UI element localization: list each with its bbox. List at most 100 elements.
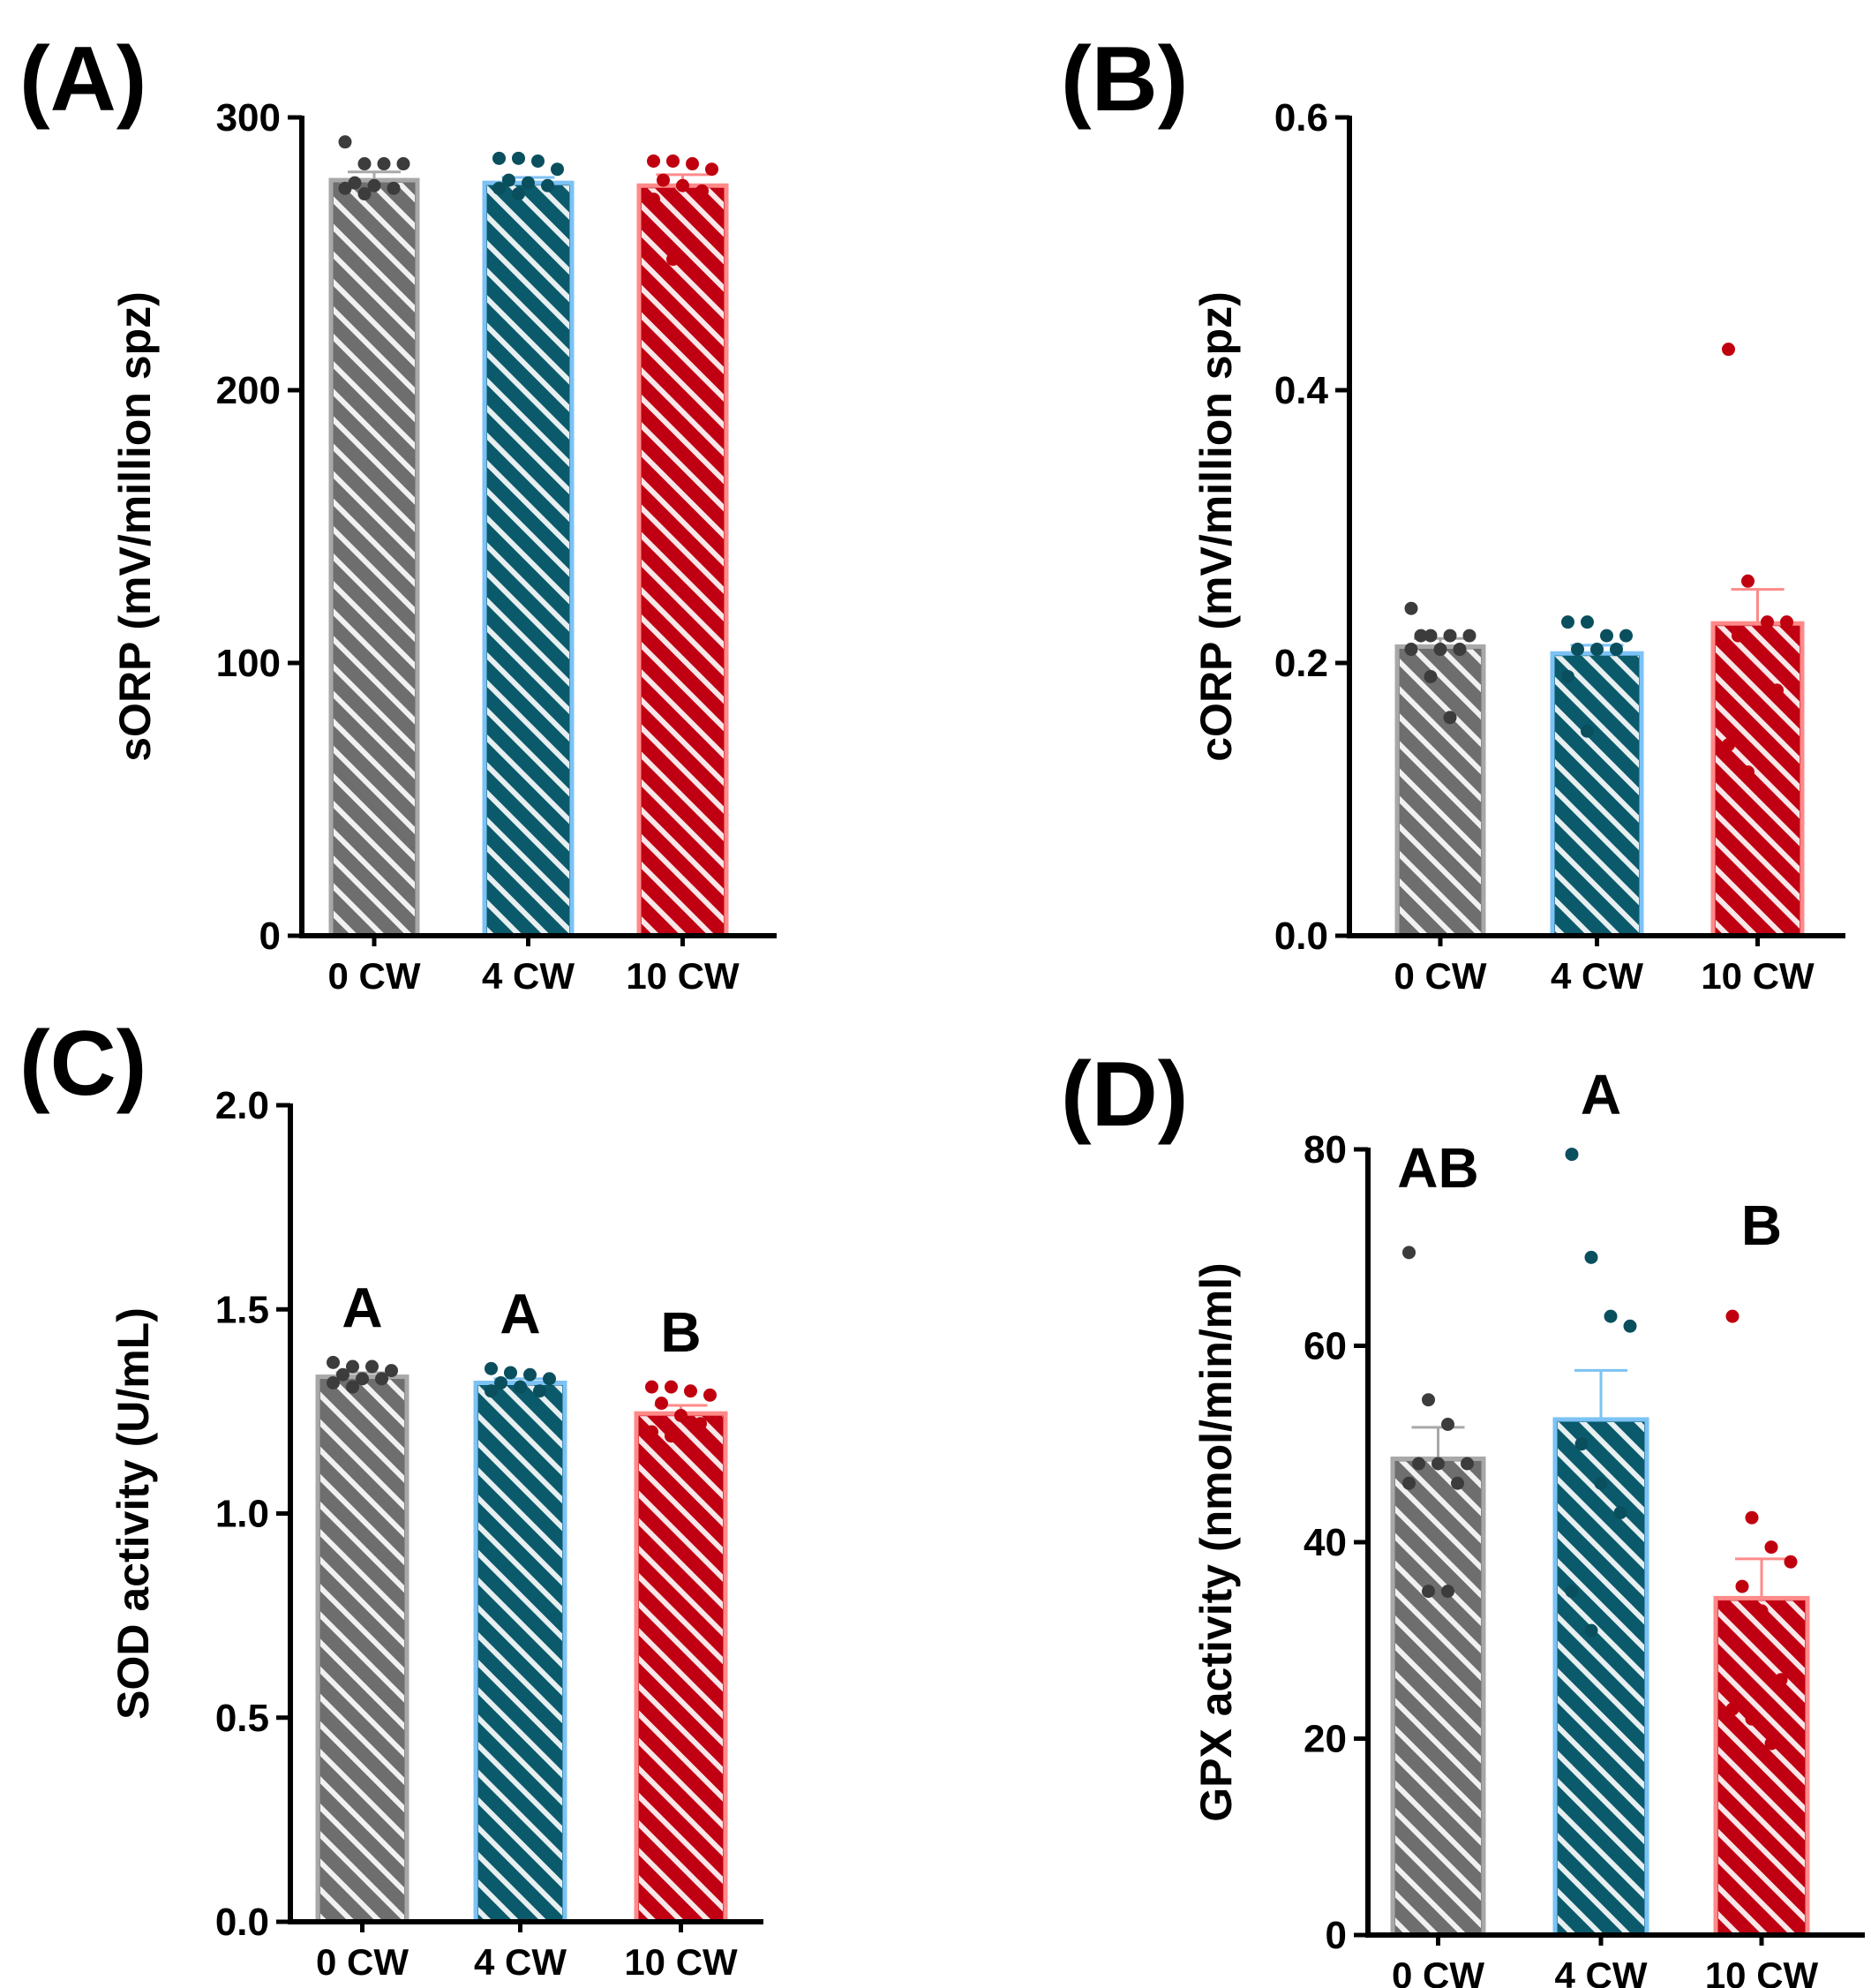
data-point xyxy=(1443,711,1457,725)
data-point xyxy=(1764,1736,1778,1751)
y-tick-label: 20 xyxy=(1304,1718,1347,1761)
data-point xyxy=(1433,643,1447,657)
panel-label: (B) xyxy=(1061,28,1188,131)
bar-hatch-1 xyxy=(478,1385,562,1919)
data-point xyxy=(684,1384,697,1398)
data-point xyxy=(694,1417,707,1431)
data-point xyxy=(385,1364,398,1378)
chart-panel-c: (C) SOD activity (U/mL) 0 CW A 4 CW A 10 CW B 0.… xyxy=(19,1013,763,1983)
data-point xyxy=(531,154,545,168)
x-tick-label: 10 CW xyxy=(626,955,740,997)
data-point xyxy=(396,157,410,171)
data-point xyxy=(674,1409,688,1422)
data-point xyxy=(655,1397,668,1411)
data-point xyxy=(1732,629,1745,643)
y-tick-label: 0 xyxy=(259,915,281,958)
data-point xyxy=(1735,1579,1749,1593)
data-point xyxy=(1462,629,1477,643)
data-point xyxy=(703,1388,717,1402)
data-point xyxy=(1561,669,1574,683)
data-point xyxy=(365,1359,379,1374)
y-tick-label: 40 xyxy=(1304,1521,1347,1564)
y-axis-label: SOD activity (U/mL) xyxy=(109,1307,158,1720)
bar-hatch-1 xyxy=(487,185,569,933)
panel-label: (D) xyxy=(1061,1043,1188,1146)
data-point xyxy=(492,181,506,195)
data-point xyxy=(676,178,689,192)
data-point xyxy=(1584,1623,1598,1638)
data-point xyxy=(1581,615,1594,629)
x-tick-label: 4 CW xyxy=(474,1941,567,1983)
x-tick-label: 0 CW xyxy=(316,1941,409,1983)
data-point xyxy=(665,1429,678,1443)
data-point xyxy=(1623,1319,1637,1333)
data-point xyxy=(1584,1250,1598,1264)
data-point xyxy=(1565,1585,1579,1599)
data-point xyxy=(543,1372,556,1386)
data-point xyxy=(1761,615,1774,629)
x-tick-label: 4 CW xyxy=(1551,955,1643,997)
x-tick-label: 10 CW xyxy=(1705,1954,1819,1988)
data-point xyxy=(523,1367,537,1382)
data-point xyxy=(1443,629,1457,643)
bar-hatch-1 xyxy=(1555,656,1639,933)
data-point xyxy=(1741,574,1755,588)
y-axis-label: cORP (mV/million spz) xyxy=(1191,291,1241,762)
data-point xyxy=(327,1355,340,1369)
data-point xyxy=(1774,1673,1788,1687)
data-point xyxy=(1422,1393,1435,1407)
x-tick-label: 4 CW xyxy=(1555,1954,1648,1988)
data-point xyxy=(705,162,718,177)
data-point xyxy=(1565,1148,1579,1162)
y-axis-label: GPX activity (nmol/min/ml) xyxy=(1191,1262,1241,1821)
x-tick-label: 0 CW xyxy=(328,955,421,997)
data-point xyxy=(1404,643,1418,657)
data-point xyxy=(1424,669,1438,683)
data-point xyxy=(1722,343,1735,357)
data-point xyxy=(666,154,680,168)
data-point xyxy=(657,173,670,187)
data-point xyxy=(1422,1585,1435,1599)
data-point xyxy=(1594,1476,1608,1490)
y-tick-label: 0.2 xyxy=(1274,642,1328,685)
data-point xyxy=(1453,643,1467,657)
bar-hatch-2 xyxy=(1718,1600,1805,1932)
y-tick-label: 200 xyxy=(216,369,281,412)
significance-letter: AB xyxy=(1397,1136,1478,1200)
y-tick-label: 80 xyxy=(1304,1128,1347,1171)
data-point xyxy=(1741,765,1755,779)
data-point xyxy=(1755,1604,1769,1618)
data-point xyxy=(1770,683,1784,697)
data-point xyxy=(1571,643,1584,657)
panel-label: (C) xyxy=(19,1013,147,1115)
data-point xyxy=(348,176,362,190)
data-point xyxy=(327,1376,340,1389)
y-tick-label: 0.4 xyxy=(1274,369,1329,412)
bar-hatch-0 xyxy=(334,183,415,933)
data-point xyxy=(1725,1702,1740,1716)
data-point xyxy=(502,173,515,187)
data-point xyxy=(336,1367,349,1382)
significance-letter: B xyxy=(660,1300,701,1364)
data-point xyxy=(541,178,554,192)
data-point xyxy=(512,187,525,201)
data-point xyxy=(512,151,525,165)
panel-label: (A) xyxy=(19,28,147,131)
data-point xyxy=(1764,1540,1778,1555)
y-tick-label: 0.0 xyxy=(215,1901,269,1944)
data-point xyxy=(1414,629,1428,643)
data-point xyxy=(647,154,660,168)
significance-letter: B xyxy=(1741,1194,1782,1257)
data-point xyxy=(645,1425,658,1439)
data-point xyxy=(367,178,381,192)
data-point xyxy=(1441,1418,1454,1431)
data-point xyxy=(1725,1309,1740,1323)
data-point xyxy=(377,157,391,171)
data-point xyxy=(1431,1457,1445,1471)
bar-hatch-1 xyxy=(1558,1421,1644,1932)
data-point xyxy=(666,252,680,267)
y-tick-label: 1.0 xyxy=(215,1493,269,1536)
data-point xyxy=(1784,1555,1798,1569)
data-point xyxy=(1780,615,1793,629)
